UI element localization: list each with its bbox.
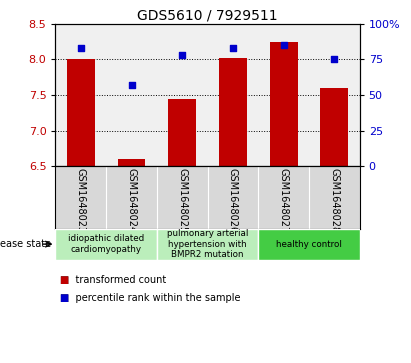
- Bar: [219, 58, 247, 166]
- Text: GSM1648023: GSM1648023: [76, 168, 86, 233]
- Text: idiopathic dilated
cardiomyopathy: idiopathic dilated cardiomyopathy: [68, 234, 144, 254]
- Point: [230, 45, 236, 51]
- Text: pulmonary arterial
hypertension with
BMPR2 mutation: pulmonary arterial hypertension with BMP…: [167, 229, 248, 259]
- Text: GSM1648026: GSM1648026: [228, 168, 238, 233]
- Text: healthy control: healthy control: [276, 240, 342, 249]
- Text: GSM1648028: GSM1648028: [329, 168, 339, 233]
- Bar: [168, 99, 196, 166]
- Bar: [270, 42, 298, 166]
- Bar: [320, 88, 348, 166]
- Text: ■: ■: [60, 274, 69, 285]
- Point: [78, 45, 84, 51]
- Bar: [258, 229, 360, 260]
- Point: [179, 52, 185, 58]
- Bar: [157, 229, 258, 260]
- Bar: [118, 159, 145, 166]
- Text: ■  percentile rank within the sample: ■ percentile rank within the sample: [60, 293, 240, 303]
- Text: GSM1648024: GSM1648024: [127, 168, 136, 233]
- Bar: [67, 59, 95, 166]
- Point: [280, 42, 287, 48]
- Point: [128, 82, 135, 88]
- Text: disease state: disease state: [0, 239, 51, 249]
- Title: GDS5610 / 7929511: GDS5610 / 7929511: [137, 8, 278, 23]
- Text: GSM1648027: GSM1648027: [279, 168, 289, 233]
- Bar: [55, 229, 157, 260]
- Text: ■  transformed count: ■ transformed count: [60, 274, 166, 285]
- Text: ■: ■: [60, 293, 69, 303]
- Point: [331, 56, 337, 62]
- Text: GSM1648025: GSM1648025: [177, 168, 187, 233]
